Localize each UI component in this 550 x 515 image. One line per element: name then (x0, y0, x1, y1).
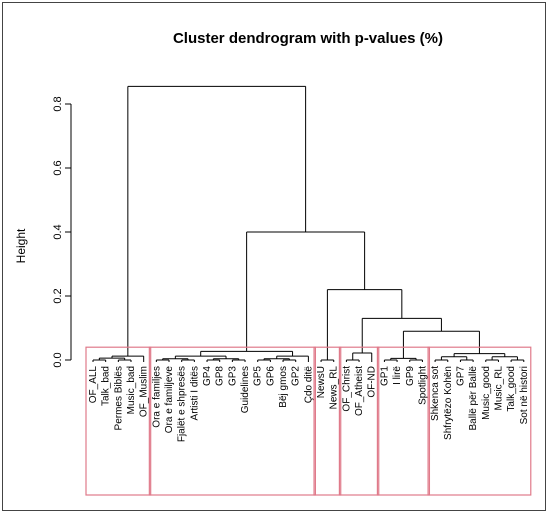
leaf-label: Artisti I ditës (189, 366, 200, 420)
leaf-label: GP8 (215, 366, 226, 386)
y-axis: 0.0 0.2 0.4 0.6 0.8 (52, 96, 72, 368)
leaf-label: OF_Atheist (354, 366, 365, 416)
leaf-label: Shfrytëzo Kohën (443, 366, 454, 440)
leaf-label: I lirë (392, 366, 403, 385)
cluster-box (148, 346, 316, 496)
leaf-label: Ora e familjes (151, 366, 162, 428)
cluster-box (376, 346, 431, 496)
y-tick-label: 0.6 (52, 160, 64, 175)
cluster-box (427, 346, 532, 496)
leaf-label: GP5 (253, 366, 264, 386)
cluster-box (338, 346, 380, 496)
y-tick-label: 0.4 (52, 224, 64, 239)
leaf-label: OF_Muslim (139, 366, 150, 417)
leaf-label: OF-ND (367, 366, 378, 398)
leaf-label: Spotlight (417, 366, 428, 405)
y-tick-label: 0.0 (52, 352, 64, 367)
leaf-label: Music_good (481, 366, 492, 420)
leaf-label: Ballë për Ballë (468, 366, 479, 431)
leaf-label: Bëj gmos (278, 366, 289, 408)
leaf-label: GP7 (455, 366, 466, 386)
y-tick-label: 0.2 (52, 288, 64, 303)
cluster-boxes (85, 346, 532, 496)
chart-title: Cluster dendrogram with p-values (%) (173, 30, 443, 47)
cluster-box (313, 346, 342, 496)
leaf-label: GP9 (405, 366, 416, 386)
leaf-label: Sot në histori (519, 366, 530, 424)
cluster-box (85, 346, 152, 496)
leaf-label: OF_Christ (341, 366, 352, 412)
y-tick-label: 0.8 (52, 96, 64, 111)
leaf-label: OF_ALL (88, 366, 99, 404)
dendrogram-chart: Cluster dendrogram with p-values (%) Hei… (14, 30, 532, 496)
leaf-label: GP1 (379, 366, 390, 386)
leaf-label: GP2 (291, 366, 302, 386)
leaf-labels: OF_ALL Talk_bad Permes Biblës Music_bad OF_M… (88, 366, 530, 443)
leaf-label: GP6 (265, 366, 276, 386)
leaf-label: News_RL (329, 366, 340, 410)
leaf-label: Guidelines (240, 366, 251, 413)
leaf-label: Talk_bad (101, 366, 112, 406)
leaf-label: NewsU (316, 366, 327, 398)
leaf-label: GP4 (202, 366, 213, 386)
chart-frame: Cluster dendrogram with p-values (%) Hei… (2, 2, 546, 511)
dendrogram-tree (92, 85, 525, 362)
leaf-label: Fjalët e shpresës (177, 366, 188, 442)
y-axis-label: Height (14, 228, 28, 263)
leaf-label: Shkenca sot (430, 366, 441, 421)
leaf-label: Music_RL (493, 366, 504, 411)
leaf-label: Permes Biblës (113, 366, 124, 430)
leaf-label: Ora e familjeve (164, 366, 175, 434)
leaf-label: GP3 (227, 366, 238, 386)
leaf-label: Music_bad (126, 366, 137, 414)
leaf-label: Çdo ditë (303, 366, 314, 404)
leaf-label: Talk_good (506, 366, 517, 412)
